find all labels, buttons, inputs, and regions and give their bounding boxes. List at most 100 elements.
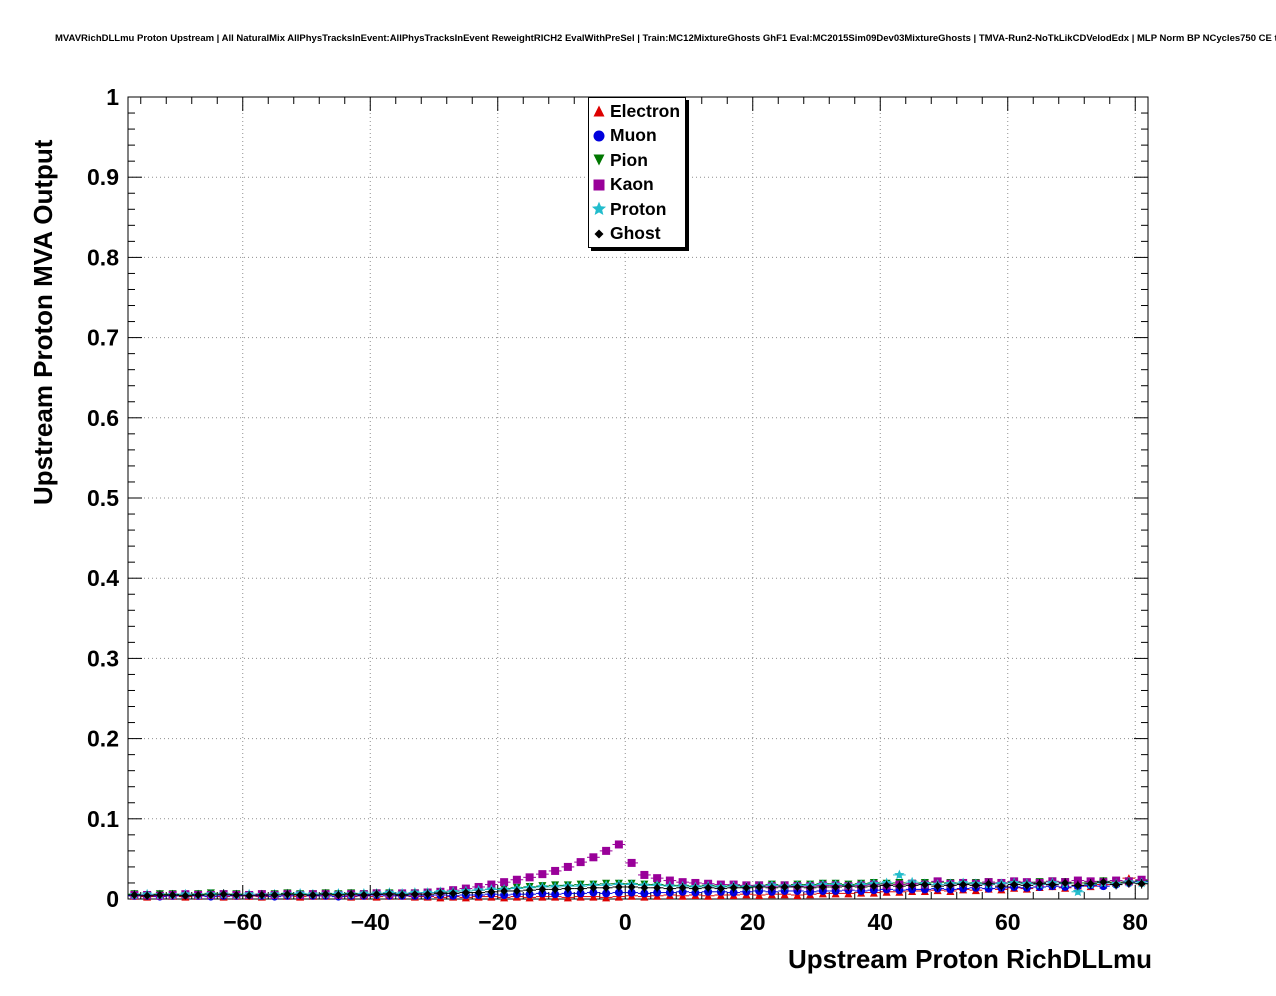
- data-point: [563, 862, 572, 871]
- data-point: [538, 870, 547, 879]
- data-point: [436, 889, 445, 898]
- y-axis-title: Upstream Proton MVA Output: [28, 139, 58, 505]
- data-point: [593, 154, 605, 166]
- data-point: [602, 893, 611, 902]
- data-point: [1072, 886, 1084, 897]
- y-tick-label: 0.2: [87, 726, 119, 752]
- data-point: [308, 890, 317, 899]
- data-point: [1061, 878, 1070, 887]
- data-point: [1073, 881, 1082, 890]
- data-point: [593, 130, 605, 142]
- data-point: [347, 890, 356, 899]
- data-point: [283, 890, 292, 899]
- legend-label: Ghost: [610, 223, 661, 243]
- x-tick-label: −40: [351, 909, 390, 935]
- data-point: [594, 229, 604, 239]
- series-muon: [128, 877, 1148, 901]
- legend-entry-proton: Proton: [590, 197, 680, 222]
- data-point: [933, 882, 942, 891]
- data-point: [525, 873, 534, 882]
- data-point: [704, 891, 713, 900]
- y-tick-label: 0.8: [87, 244, 119, 270]
- muon-marker-icon: [593, 130, 605, 142]
- data-point: [793, 890, 802, 899]
- data-point: [538, 885, 547, 894]
- data-point: [232, 890, 241, 899]
- data-point: [525, 886, 534, 895]
- data-point: [640, 883, 649, 892]
- data-point: [984, 879, 993, 888]
- legend-label: Muon: [610, 125, 657, 145]
- data-point: [704, 883, 713, 892]
- data-point: [576, 858, 585, 867]
- legend-label: Electron: [610, 100, 681, 121]
- data-point: [551, 885, 560, 894]
- series-ghost: [128, 877, 1148, 900]
- data-point: [1022, 881, 1031, 890]
- data-point: [997, 882, 1006, 891]
- data-point: [653, 874, 662, 883]
- x-tick-label: −20: [478, 909, 517, 935]
- legend-entry-electron: Electron: [590, 99, 680, 124]
- data-point: [423, 890, 432, 899]
- legend-entry-kaon: Kaon: [590, 173, 680, 198]
- data-point: [971, 881, 980, 890]
- data-point: [755, 890, 764, 899]
- data-point: [168, 890, 177, 899]
- data-point: [614, 888, 623, 897]
- data-point: [742, 883, 751, 892]
- data-point: [895, 882, 904, 891]
- data-point: [780, 882, 789, 891]
- data-point: [593, 179, 605, 191]
- data-point: [551, 866, 560, 875]
- data-point: [219, 890, 228, 899]
- data-point: [869, 882, 878, 891]
- series-kaon: [128, 840, 1148, 900]
- legend-box: Electron Muon Pion Kaon Proton Ghost: [588, 97, 687, 248]
- data-point: [591, 201, 607, 216]
- data-point: [844, 882, 853, 891]
- data-point: [627, 888, 636, 897]
- data-point: [321, 890, 330, 899]
- data-point: [602, 883, 611, 892]
- x-tick-label: 20: [740, 909, 766, 935]
- data-point: [512, 886, 521, 895]
- data-point: [1124, 878, 1133, 887]
- data-point: [461, 888, 470, 897]
- legend-entry-ghost: Ghost: [590, 222, 680, 247]
- data-point: [614, 892, 623, 901]
- data-point: [130, 890, 139, 899]
- y-tick-label: 0: [106, 886, 119, 912]
- legend-label: Proton: [610, 198, 667, 219]
- data-point: [589, 853, 598, 862]
- data-point: [1099, 878, 1108, 887]
- data-point: [755, 882, 764, 891]
- y-tick-label: 0.1: [87, 806, 119, 832]
- data-point: [334, 890, 343, 899]
- data-point: [665, 876, 674, 885]
- data-point: [640, 889, 649, 898]
- y-tick-label: 1: [106, 84, 119, 110]
- data-point: [818, 882, 827, 891]
- plot-title: MVAVRichDLLmu Proton Upstream | All Natu…: [55, 33, 1276, 44]
- data-point: [359, 890, 368, 899]
- data-point: [1137, 879, 1146, 888]
- data-point: [665, 884, 674, 893]
- data-point: [372, 890, 381, 899]
- data-point: [831, 882, 840, 891]
- data-point: [627, 882, 636, 891]
- data-point: [614, 882, 623, 891]
- legend-entry-pion: Pion: [590, 148, 680, 173]
- legend-entry-muon: Muon: [590, 124, 680, 149]
- data-point: [563, 884, 572, 893]
- data-point: [793, 882, 802, 891]
- y-tick-label: 0.6: [87, 405, 119, 431]
- data-point: [155, 890, 164, 899]
- x-axis-title: Upstream Proton RichDLLmu: [788, 944, 1152, 974]
- data-point: [563, 893, 572, 902]
- data-point: [270, 890, 279, 899]
- data-point: [959, 880, 968, 889]
- data-point: [1112, 880, 1121, 889]
